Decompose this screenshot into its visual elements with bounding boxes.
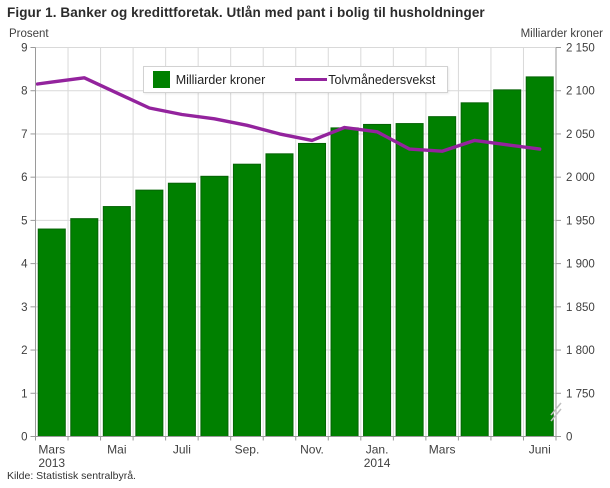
legend-item-line-series[interactable]: Tolvmånedersvekst bbox=[295, 73, 435, 87]
x-axis-tick-label: Juli bbox=[173, 443, 191, 457]
left-axis-tick-label: 6 bbox=[21, 172, 27, 184]
right-axis-tick-label: 1 900 bbox=[566, 259, 595, 271]
right-axis-tick-label: 2 050 bbox=[566, 129, 595, 141]
bar-Mars 2014 bbox=[428, 116, 457, 438]
x-axis-tick-label: Mai bbox=[107, 443, 126, 457]
bar-Nov. 2013 bbox=[298, 142, 327, 437]
right-axis-title: Milliarder kroner bbox=[520, 28, 603, 40]
left-axis-tick-label: 4 bbox=[21, 259, 28, 271]
right-axis-tick-label: 1 750 bbox=[566, 388, 595, 400]
x-axis-tick-label: Mars bbox=[38, 443, 65, 457]
left-axis-tick-label: 1 bbox=[21, 388, 27, 400]
bar-Mai 2013 bbox=[102, 206, 131, 437]
x-axis-tick-label: Sep. bbox=[235, 443, 260, 457]
right-axis-tick-label: 2 100 bbox=[566, 86, 595, 98]
bar-Juli 2013 bbox=[167, 182, 196, 437]
left-axis-tick-label: 5 bbox=[21, 215, 27, 227]
legend-label-bar-series: Milliarder kroner bbox=[175, 72, 266, 87]
legend-label-line-series: Tolvmånedersvekst bbox=[328, 72, 436, 87]
x-axis-tick-label: 2014 bbox=[364, 456, 391, 470]
legend-box: Milliarder kroner Tolvmånedersvekst bbox=[142, 66, 449, 93]
left-axis-tick-label: 9 bbox=[21, 43, 27, 55]
x-axis-tick-label: 2013 bbox=[38, 456, 65, 470]
right-axis-tick-label: 1 850 bbox=[566, 302, 595, 314]
chart-title: Figur 1. Banker og kredittforetak. Utlån… bbox=[7, 5, 485, 20]
bar-April 2014 bbox=[460, 102, 489, 438]
left-axis-tick-label: 3 bbox=[21, 302, 27, 314]
bar-Jan. 2014 bbox=[363, 123, 392, 438]
bar-Okt. 2013 bbox=[265, 153, 294, 437]
bar-series-swatch-icon bbox=[152, 71, 170, 88]
right-axis-tick-label: 1 800 bbox=[566, 345, 595, 357]
axis-break-icon bbox=[550, 408, 562, 422]
x-axis-tick-label: Juni bbox=[529, 443, 551, 457]
bar-Mars 2013 bbox=[37, 228, 66, 437]
right-axis-zero-label: 0 bbox=[566, 432, 572, 444]
left-axis-title: Prosent bbox=[9, 28, 49, 40]
left-axis-tick-label: 7 bbox=[21, 129, 27, 141]
line-series-swatch-icon bbox=[295, 77, 328, 82]
legend-item-bar-series[interactable]: Milliarder kroner bbox=[152, 71, 266, 88]
source-note: Kilde: Statistisk sentralbyrå. bbox=[7, 470, 136, 482]
bar-Aug. 2013 bbox=[200, 175, 229, 437]
legend: Milliarder kroner Tolvmånedersvekst bbox=[35, 66, 556, 93]
bar-Des. 2013 bbox=[330, 127, 359, 437]
x-axis-tick-label: Jan. bbox=[366, 443, 389, 457]
right-axis-tick-label: 2 150 bbox=[566, 43, 595, 55]
bar-Juni 2014 bbox=[525, 76, 554, 437]
left-axis-tick-label: 2 bbox=[21, 345, 27, 357]
bar-Feb. 2014 bbox=[395, 123, 424, 438]
x-axis-tick-label: Nov. bbox=[300, 443, 324, 457]
bar-Juni 2013 bbox=[135, 189, 164, 437]
right-axis-tick-label: 2 000 bbox=[566, 172, 595, 184]
bar-April 2013 bbox=[70, 218, 99, 437]
growth-line bbox=[35, 76, 542, 153]
axis-break-icon bbox=[550, 402, 562, 416]
left-axis-tick-label: 8 bbox=[21, 86, 27, 98]
bar-Sep. 2013 bbox=[232, 163, 261, 437]
right-axis-tick-label: 1 950 bbox=[566, 215, 595, 227]
left-axis-tick-label: 0 bbox=[21, 432, 27, 444]
x-axis-tick-label: Mars bbox=[429, 443, 456, 457]
